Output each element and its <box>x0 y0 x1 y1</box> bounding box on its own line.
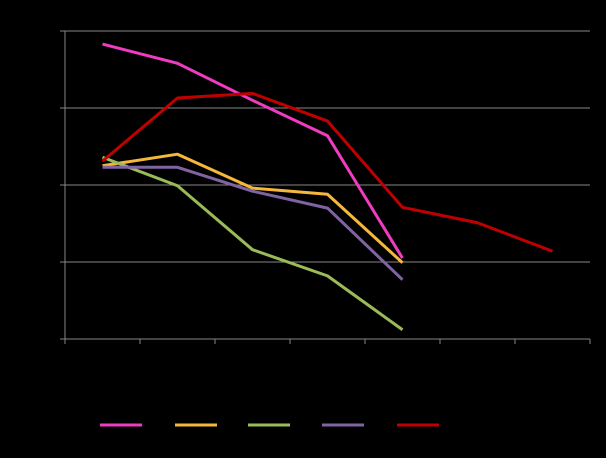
series-line <box>102 165 404 281</box>
series-line <box>101 91 554 253</box>
series-line <box>102 152 404 264</box>
series-line <box>101 155 404 331</box>
series-line <box>102 42 404 259</box>
